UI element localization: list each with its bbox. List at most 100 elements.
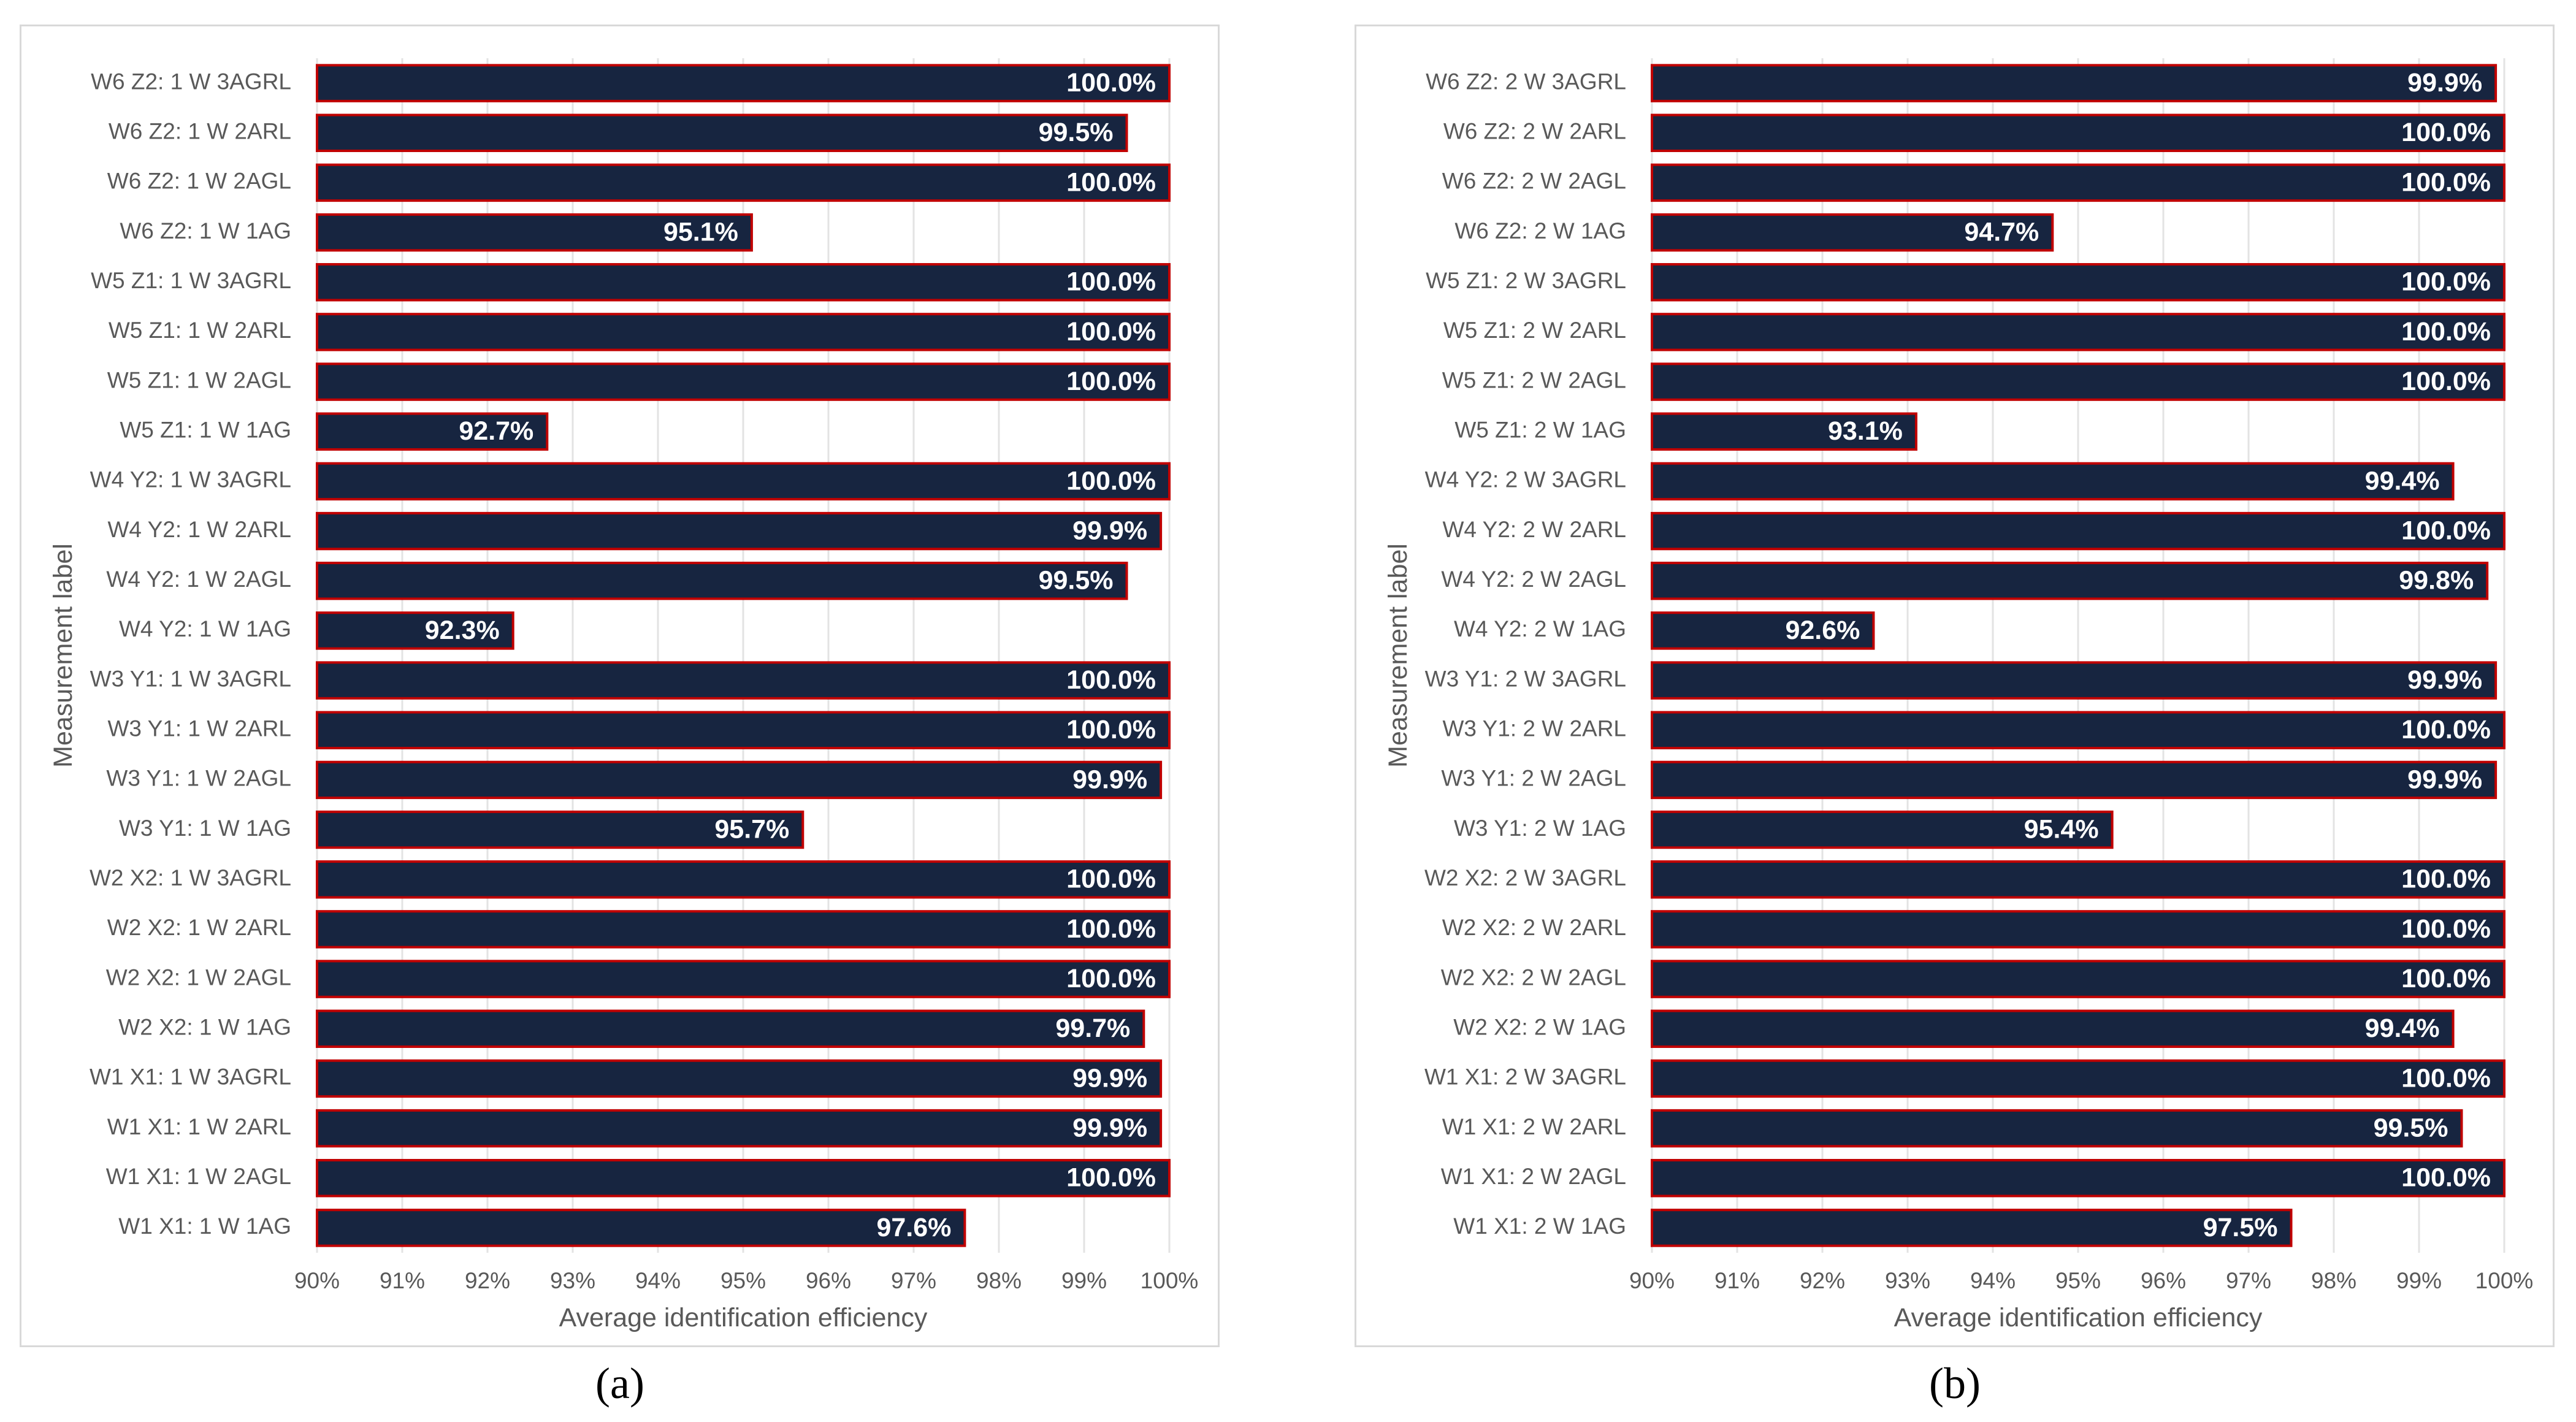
data-label: 92.7% xyxy=(459,416,533,446)
category-label: W3 Y1: 2 W 1AG xyxy=(1454,816,1626,841)
bar xyxy=(316,313,1171,351)
category-label: W2 X2: 1 W 2ARL xyxy=(107,915,291,940)
data-label: 100.0% xyxy=(1066,466,1156,495)
bar xyxy=(1651,362,2505,401)
x-tick-label: 95% xyxy=(720,1268,766,1293)
data-label: 100.0% xyxy=(2401,715,2491,744)
chart-panel-b: 90% 91% 92% 93% 94% 95% 96% 97% 98% 99% 100% W6 Z2:… xyxy=(1355,25,2555,1347)
data-label: 99.9% xyxy=(1072,1063,1147,1093)
bar xyxy=(1651,760,2498,800)
data-label: 100.0% xyxy=(1066,367,1156,396)
bar xyxy=(1651,462,2455,501)
category-label: W1 X1: 1 W 3AGRL xyxy=(90,1065,291,1090)
x-tick-label: 93% xyxy=(1885,1268,1930,1293)
bar xyxy=(316,611,514,650)
data-label: 92.6% xyxy=(1785,616,1860,645)
bar xyxy=(1651,1109,2463,1148)
category-label: W4 Y2: 2 W 2ARL xyxy=(1442,517,1626,542)
x-tick-label: 98% xyxy=(2311,1268,2356,1293)
data-label: 97.6% xyxy=(876,1213,951,1242)
y-axis-title: Measurement label xyxy=(1383,543,1413,768)
data-label: 99.8% xyxy=(2399,566,2474,595)
category-label: W1 X1: 2 W 2ARL xyxy=(1442,1114,1626,1139)
category-label: W6 Z2: 1 W 3AGRL xyxy=(91,69,291,94)
category-label: W5 Z1: 1 W 2AGL xyxy=(107,367,291,392)
category-label: W4 Y2: 1 W 2ARL xyxy=(107,517,291,542)
category-label: W2 X2: 2 W 2ARL xyxy=(1442,915,1626,940)
category-label: W3 Y1: 1 W 3AGRL xyxy=(90,666,291,691)
bar xyxy=(316,960,1171,998)
bar xyxy=(1651,1059,2505,1098)
category-label: W6 Z2: 1 W 2AGL xyxy=(107,169,291,194)
x-tick-label: 99% xyxy=(1061,1268,1107,1293)
chart-panel-a: 90% 91% 92% 93% 94% 95% 96% 97% 98% 99% 100% W6 Z2:… xyxy=(20,25,1220,1347)
bar xyxy=(1651,511,2505,551)
bar xyxy=(316,860,1171,899)
bar xyxy=(1651,1159,2505,1198)
data-label: 100.0% xyxy=(1066,167,1156,197)
x-tick-label: 93% xyxy=(550,1268,595,1293)
x-tick-label: 94% xyxy=(1970,1268,2016,1293)
bar xyxy=(1651,263,2505,302)
data-label: 99.4% xyxy=(2365,1014,2440,1043)
bar xyxy=(1651,113,2505,152)
bar xyxy=(1651,910,2505,949)
category-label: W3 Y1: 1 W 2AGL xyxy=(106,766,291,791)
data-label: 99.9% xyxy=(2407,665,2482,695)
category-label: W6 Z2: 2 W 3AGRL xyxy=(1426,69,1626,94)
category-label: W1 X1: 1 W 1AG xyxy=(118,1214,291,1239)
category-label: W3 Y1: 1 W 1AG xyxy=(119,816,291,841)
data-label: 100.0% xyxy=(2401,167,2491,197)
category-label: W2 X2: 1 W 2AGL xyxy=(106,965,291,990)
category-label: W1 X1: 1 W 2ARL xyxy=(107,1114,291,1139)
x-tick-label: 91% xyxy=(380,1268,425,1293)
bar xyxy=(316,711,1171,749)
x-tick-label: 100% xyxy=(1141,1268,1199,1293)
category-label: W4 Y2: 2 W 1AG xyxy=(1454,616,1626,641)
data-label: 100.0% xyxy=(2401,118,2491,147)
bar xyxy=(316,163,1171,202)
x-axis-title: Average identification efficiency xyxy=(1894,1303,2263,1332)
category-label: W6 Z2: 2 W 2ARL xyxy=(1443,119,1626,144)
data-label: 95.4% xyxy=(2024,814,2099,844)
bar xyxy=(1651,64,2498,102)
bar xyxy=(316,64,1171,102)
bar xyxy=(1651,313,2505,351)
data-label: 95.1% xyxy=(663,217,738,247)
category-label: W5 Z1: 2 W 3AGRL xyxy=(1426,268,1626,293)
category-label: W5 Z1: 1 W 1AG xyxy=(120,418,291,443)
data-label: 99.4% xyxy=(2365,466,2440,495)
bar xyxy=(1651,611,1875,650)
data-label: 99.9% xyxy=(1072,1113,1147,1142)
data-label: 99.5% xyxy=(1039,566,1114,595)
bar xyxy=(1651,960,2505,998)
data-label: 99.9% xyxy=(2407,68,2482,97)
bar xyxy=(316,760,1163,800)
category-label: W1 X1: 2 W 2AGL xyxy=(1441,1164,1626,1189)
bar xyxy=(1651,412,1917,451)
bar xyxy=(1651,810,2114,849)
x-axis-title: Average identification efficiency xyxy=(559,1303,928,1332)
data-label: 100.0% xyxy=(2401,367,2491,396)
bar xyxy=(316,462,1171,501)
data-label: 100.0% xyxy=(2401,317,2491,346)
category-label: W4 Y2: 1 W 1AG xyxy=(119,616,291,641)
bar xyxy=(316,910,1171,949)
bar xyxy=(316,1109,1163,1148)
x-tick-label: 92% xyxy=(465,1268,510,1293)
x-tick-label: 97% xyxy=(891,1268,936,1293)
data-label: 99.9% xyxy=(1072,516,1147,545)
category-label: W6 Z2: 1 W 2ARL xyxy=(109,119,291,144)
category-label: W3 Y1: 2 W 2AGL xyxy=(1441,766,1626,791)
data-label: 99.9% xyxy=(1072,765,1147,794)
data-label: 100.0% xyxy=(2401,964,2491,993)
category-label: W4 Y2: 2 W 2AGL xyxy=(1441,567,1626,592)
category-label: W1 X1: 2 W 1AG xyxy=(1453,1214,1626,1239)
bar xyxy=(1651,1209,2293,1247)
bar xyxy=(1651,163,2505,202)
category-label: W3 Y1: 1 W 2ARL xyxy=(107,716,291,741)
bar xyxy=(316,661,1171,700)
category-label: W5 Z1: 1 W 3AGRL xyxy=(91,268,291,293)
data-label: 99.7% xyxy=(1055,1014,1130,1043)
data-label: 99.5% xyxy=(1039,118,1114,147)
